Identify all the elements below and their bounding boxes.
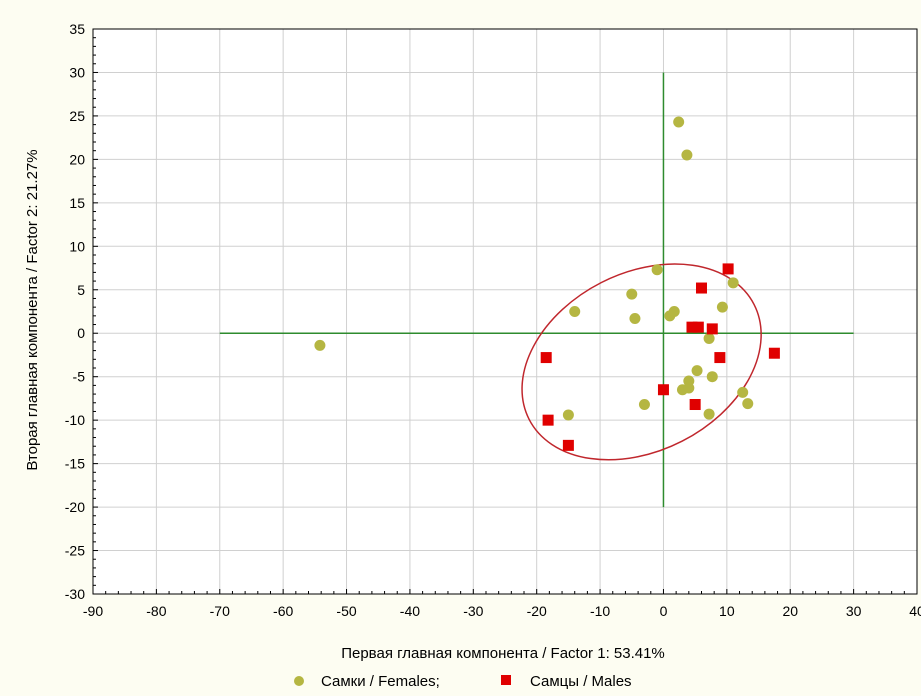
data-point-male [689, 399, 701, 411]
y-tick-label: -30 [65, 586, 85, 602]
x-tick-label: -70 [210, 603, 230, 619]
y-tick-label: 10 [69, 238, 85, 254]
data-point-male [768, 347, 780, 359]
y-axis-label: Вторая главная компонента / Factor 2: 21… [24, 149, 41, 470]
x-tick-label: 20 [782, 603, 798, 619]
x-tick-label: 0 [660, 603, 668, 619]
data-point-female [706, 371, 718, 383]
data-point-female [691, 365, 703, 377]
y-tick-label: -10 [65, 412, 85, 428]
y-tick-label: -25 [65, 543, 85, 559]
y-tick-label: 15 [69, 195, 85, 211]
legend-marker-females [294, 676, 304, 686]
x-tick-label: 10 [719, 603, 735, 619]
data-point-male [542, 414, 554, 426]
data-point-male [695, 282, 707, 294]
y-tick-label: -20 [65, 499, 85, 515]
data-point-female [626, 288, 638, 300]
x-tick-label: -40 [400, 603, 420, 619]
data-point-male [714, 352, 726, 364]
data-point-female [737, 386, 749, 398]
y-tick-label: 25 [69, 108, 85, 124]
plot-area [93, 29, 917, 594]
data-point-female [314, 339, 326, 351]
y-tick-label: -5 [73, 369, 86, 385]
x-axis-label: Первая главная компонента / Factor 1: 53… [341, 645, 665, 662]
reference-lines [219, 72, 854, 508]
data-point-female [683, 375, 695, 387]
x-tick-labels: -90 -80 -70 -60 -50 -40 -30 -20 -10 0 10 20 30 40 [83, 603, 921, 619]
data-point-male [686, 321, 698, 333]
x-tick-label: -80 [146, 603, 166, 619]
legend: Самки / Females; Самцы / Males [294, 673, 632, 690]
confidence-ellipse [521, 263, 762, 461]
y-tick-labels: -30 -25 -20 -15 -10 -5 0 5 10 15 20 25 30 35 [65, 21, 85, 602]
data-point-male [722, 263, 734, 275]
y-tick-label: 5 [77, 282, 85, 298]
plot-frame [92, 28, 918, 595]
legend-label-females: Самки / Females; [321, 673, 440, 690]
data-point-male [562, 439, 574, 451]
data-point-female [673, 116, 685, 128]
data-point-female [742, 398, 754, 410]
data-point-male [540, 352, 552, 364]
y-tick-label: 35 [69, 21, 85, 37]
data-point-female [703, 408, 715, 420]
data-point-female [569, 306, 581, 317]
data-point-female [716, 301, 728, 313]
x-tick-label: 30 [846, 603, 862, 619]
data-point-female [629, 312, 641, 324]
x-tick-label: -90 [83, 603, 103, 619]
data-point-female [668, 306, 680, 317]
data-point-female [681, 149, 693, 161]
y-tick-label: 20 [69, 151, 85, 167]
data-point-female [562, 409, 574, 421]
y-tick-label: 30 [69, 64, 85, 80]
data-point-male [692, 321, 704, 333]
data-points [314, 116, 780, 451]
x-tick-label: -20 [527, 603, 547, 619]
x-tick-label: -30 [463, 603, 483, 619]
data-point-female [703, 332, 715, 344]
legend-label-males: Самцы / Males [530, 673, 632, 690]
legend-marker-males [501, 675, 511, 685]
data-point-female [727, 277, 739, 289]
data-point-male [657, 384, 669, 396]
x-tick-label: -60 [273, 603, 293, 619]
y-tick-label: 0 [77, 325, 85, 341]
x-tick-label: 40 [909, 603, 921, 619]
y-tick-label: -15 [65, 456, 85, 472]
data-point-female [638, 399, 650, 411]
x-tick-label: -10 [590, 603, 610, 619]
data-point-female [651, 264, 663, 276]
x-tick-label: -50 [336, 603, 356, 619]
data-point-male [706, 323, 718, 335]
